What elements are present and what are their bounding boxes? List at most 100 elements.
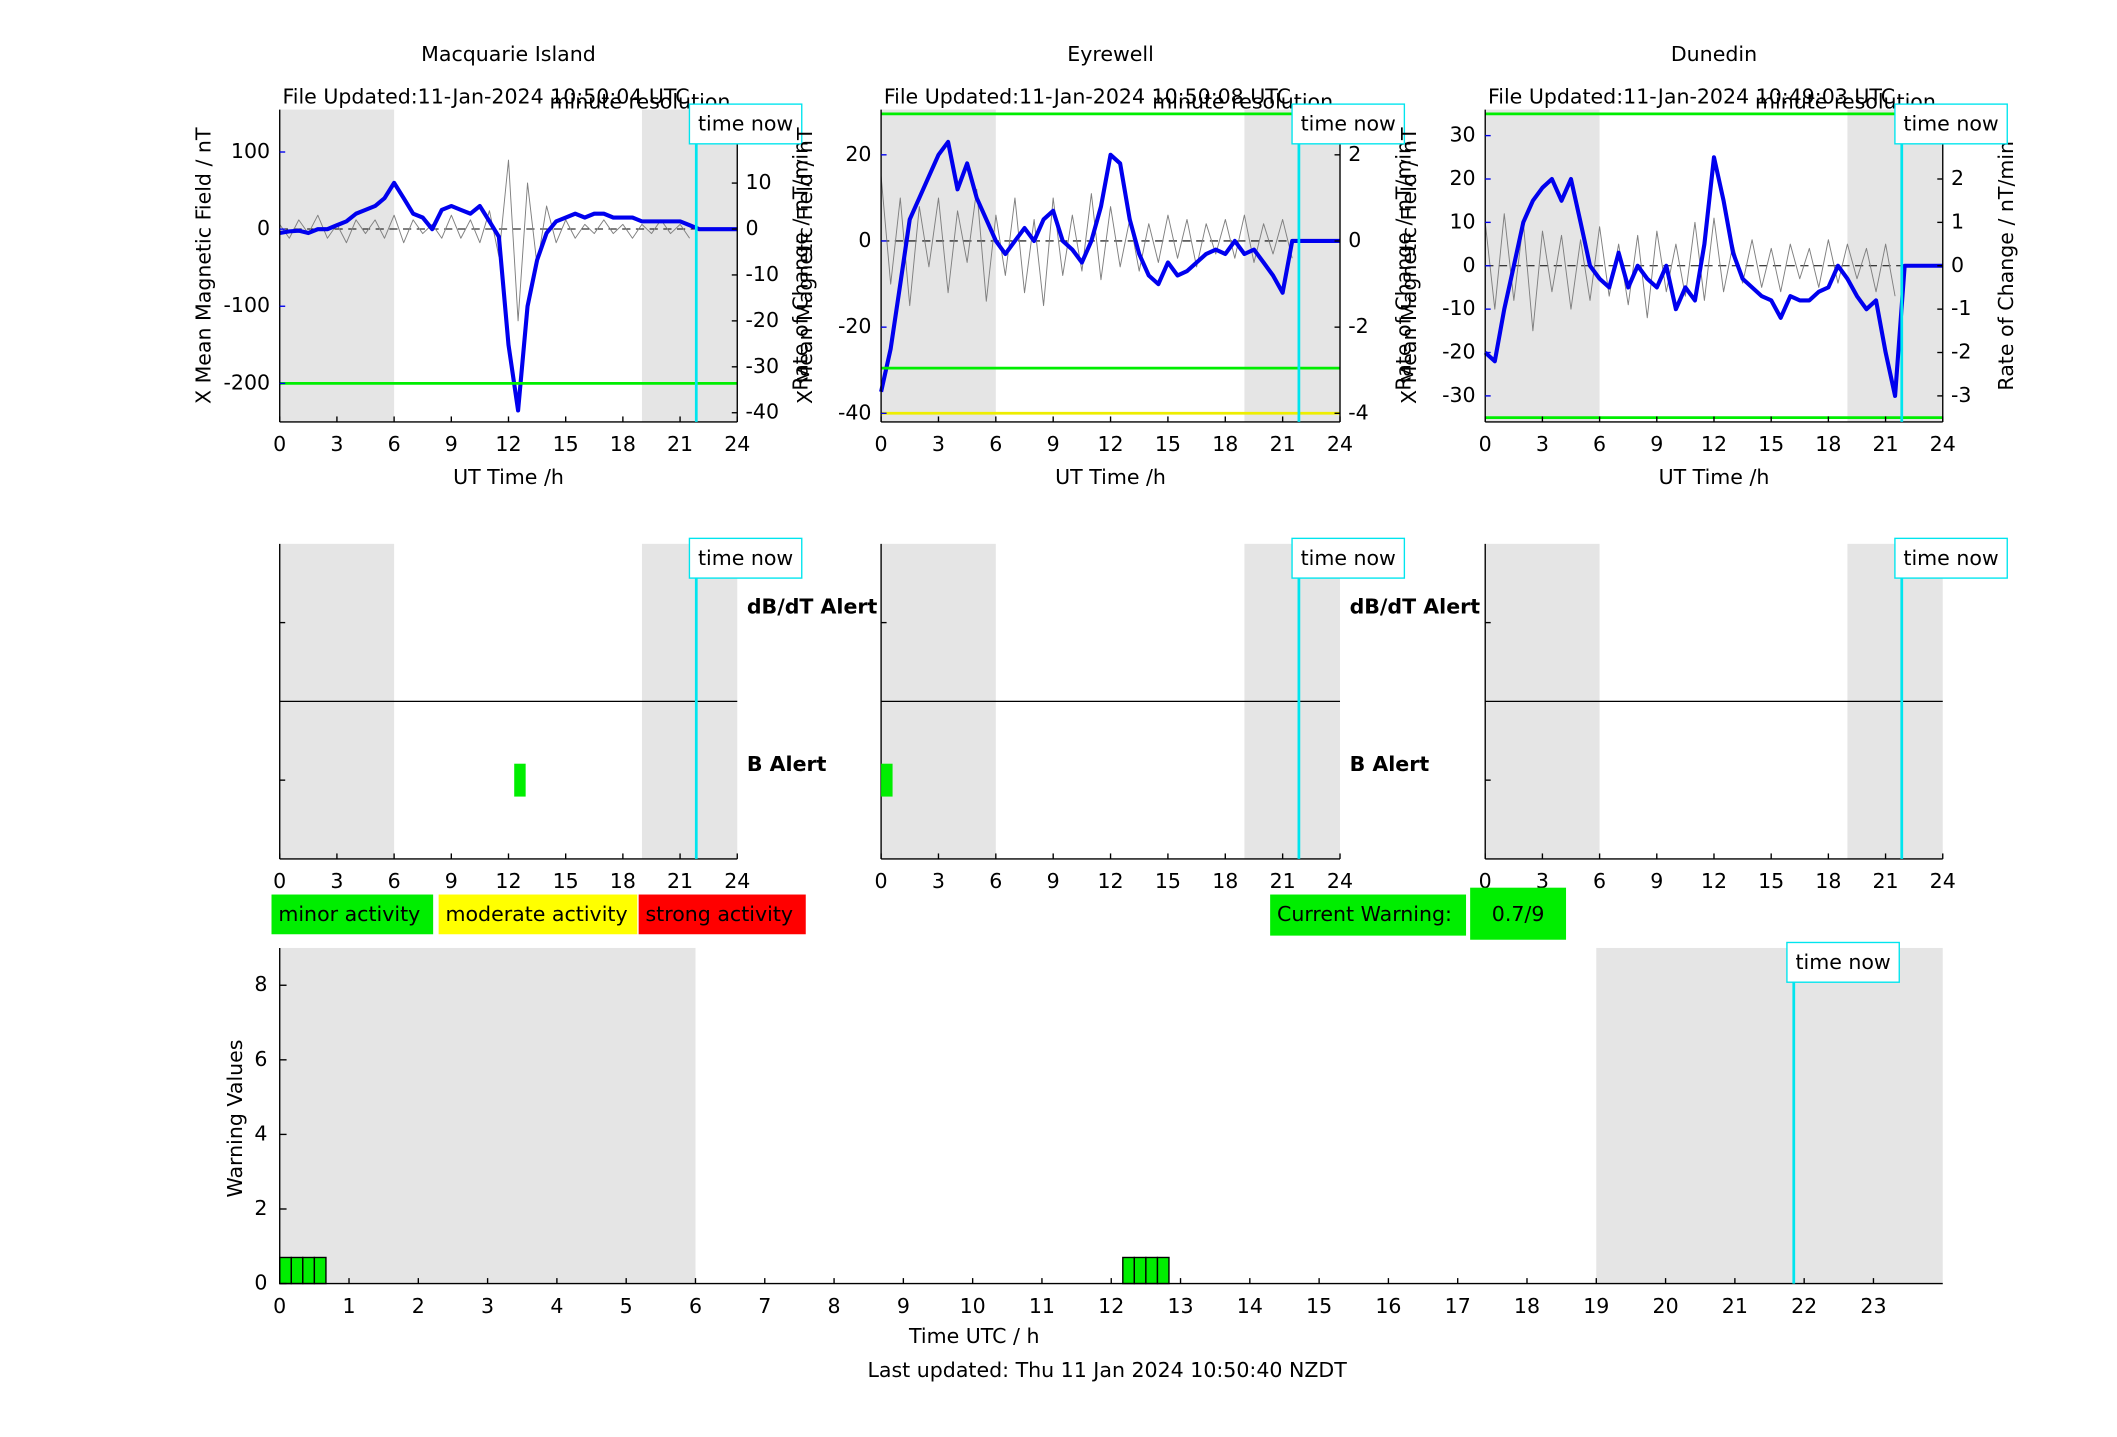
y-tick-label: -10 bbox=[1442, 296, 1476, 320]
x-tick-label: 15 bbox=[1758, 869, 1784, 893]
x-tick-label: 6 bbox=[388, 432, 401, 456]
x-tick-label: 20 bbox=[1653, 1294, 1679, 1318]
y2-tick-label: -1 bbox=[1951, 296, 1971, 320]
y2-tick-label: -2 bbox=[1348, 314, 1368, 338]
x-tick-label: 8 bbox=[828, 1294, 841, 1318]
x-tick-label: 12 bbox=[1098, 1294, 1124, 1318]
y-tick-label: -40 bbox=[838, 400, 872, 424]
y-tick-label: 0 bbox=[257, 216, 270, 240]
y2-axis-label: Rate of Change / nT/min bbox=[789, 141, 813, 391]
y2-tick-label: 0 bbox=[745, 216, 758, 240]
y-tick-label: 0 bbox=[254, 1271, 267, 1295]
lane-label: dB/dT Alert bbox=[1350, 595, 1481, 619]
rate-line bbox=[880, 176, 1293, 307]
night-shade bbox=[1244, 109, 1341, 422]
x-tick-label: 3 bbox=[1536, 869, 1549, 893]
y2-tick-label: 10 bbox=[745, 170, 771, 194]
time-now-box bbox=[688, 537, 803, 579]
y-tick-label: 30 bbox=[1449, 123, 1475, 147]
rate-line bbox=[279, 159, 690, 322]
x-tick-label: 0 bbox=[273, 869, 286, 893]
time-now-box bbox=[1786, 941, 1900, 983]
x-axis-label: UT Time /h bbox=[1659, 465, 1770, 489]
y-tick-label: -20 bbox=[838, 314, 872, 338]
x-tick-label: 21 bbox=[667, 869, 693, 893]
y2-tick-label: -2 bbox=[1951, 340, 1971, 364]
time-now-label: time now bbox=[698, 112, 793, 136]
x-tick-label: 21 bbox=[1872, 432, 1898, 456]
y-tick-label: -20 bbox=[1442, 340, 1476, 364]
x-tick-label: 3 bbox=[330, 869, 343, 893]
y-axis-label: X Mean Magnetic Field / nT bbox=[191, 127, 215, 404]
x-tick-label: 6 bbox=[689, 1294, 702, 1318]
time-now-label: time now bbox=[1903, 546, 1998, 570]
night-shade bbox=[641, 109, 738, 422]
legend-swatch bbox=[438, 894, 638, 935]
y-axis-label: X Mean Magnetic Field / nT bbox=[793, 127, 817, 404]
x-tick-label: 12 bbox=[495, 432, 521, 456]
warning-bar bbox=[290, 1256, 304, 1285]
time-now-box bbox=[1291, 103, 1406, 145]
y2-tick-label: 1 bbox=[1951, 209, 1964, 233]
file-updated: File Updated:11-Jan-2024 10:50:04 UTC bbox=[282, 84, 689, 108]
y-axis-label: Warning Values bbox=[223, 1039, 247, 1197]
y2-tick-label: 2 bbox=[1348, 142, 1361, 166]
rate-line bbox=[1484, 213, 1896, 332]
time-now-label: time now bbox=[698, 546, 793, 570]
x-tick-label: 9 bbox=[1650, 869, 1663, 893]
b-alert bbox=[514, 763, 526, 797]
file-updated: File Updated:11-Jan-2024 10:49:03 UTC bbox=[1488, 84, 1895, 108]
x-tick-label: 21 bbox=[1270, 432, 1296, 456]
x-tick-label: 15 bbox=[1306, 1294, 1332, 1318]
x-tick-label: 3 bbox=[1536, 432, 1549, 456]
x-tick-label: 18 bbox=[610, 432, 636, 456]
y-axis-label: X Mean Magnetic Field / nT bbox=[1397, 127, 1421, 404]
x-tick-label: 5 bbox=[620, 1294, 633, 1318]
x-tick-label: 24 bbox=[1327, 869, 1353, 893]
night-shade bbox=[279, 947, 696, 1284]
current-warning-label: Current Warning: bbox=[1277, 902, 1452, 926]
x-tick-label: 3 bbox=[330, 432, 343, 456]
y-tick-label: -100 bbox=[224, 293, 271, 317]
field-line bbox=[1483, 155, 1943, 398]
warning-bar bbox=[1156, 1256, 1170, 1285]
y2-tick-label: -30 bbox=[745, 354, 779, 378]
legend-label: moderate activity bbox=[445, 902, 627, 926]
night-shade bbox=[279, 109, 395, 422]
x-tick-label: 0 bbox=[1479, 432, 1492, 456]
legend-swatch bbox=[638, 894, 806, 935]
x-tick-label: 12 bbox=[1701, 432, 1727, 456]
warning-bar bbox=[1133, 1256, 1147, 1285]
x-tick-label: 16 bbox=[1375, 1294, 1401, 1318]
y-tick-label: 100 bbox=[231, 139, 270, 163]
x-tick-label: 9 bbox=[897, 1294, 910, 1318]
x-tick-label: 18 bbox=[1815, 869, 1841, 893]
x-tick-label: 24 bbox=[724, 869, 750, 893]
night-shade bbox=[1596, 947, 1943, 1284]
y-tick-label: -30 bbox=[1442, 383, 1476, 407]
x-tick-label: 9 bbox=[445, 869, 458, 893]
y2-tick-label: -10 bbox=[745, 262, 779, 286]
legend-label: strong activity bbox=[645, 902, 793, 926]
x-tick-label: 15 bbox=[553, 869, 579, 893]
x-tick-label: 18 bbox=[1815, 432, 1841, 456]
warning-bar bbox=[302, 1256, 316, 1285]
b-alert bbox=[881, 763, 893, 797]
x-tick-label: 3 bbox=[932, 432, 945, 456]
y-tick-label: 8 bbox=[254, 972, 267, 996]
x-tick-label: 0 bbox=[875, 432, 888, 456]
time-now-label: time now bbox=[1301, 112, 1396, 136]
y2-tick-label: -4 bbox=[1348, 400, 1368, 424]
x-tick-label: 24 bbox=[1930, 432, 1956, 456]
x-tick-label: 21 bbox=[1722, 1294, 1748, 1318]
x-tick-label: 14 bbox=[1237, 1294, 1263, 1318]
x-tick-label: 24 bbox=[724, 432, 750, 456]
y-tick-label: 0 bbox=[1463, 253, 1476, 277]
y-tick-label: 0 bbox=[858, 228, 871, 252]
x-tick-label: 15 bbox=[1155, 869, 1181, 893]
panel-title: Macquarie Island bbox=[421, 42, 596, 66]
time-now-label: time now bbox=[1795, 950, 1890, 974]
panel-title: Dunedin bbox=[1671, 42, 1757, 66]
